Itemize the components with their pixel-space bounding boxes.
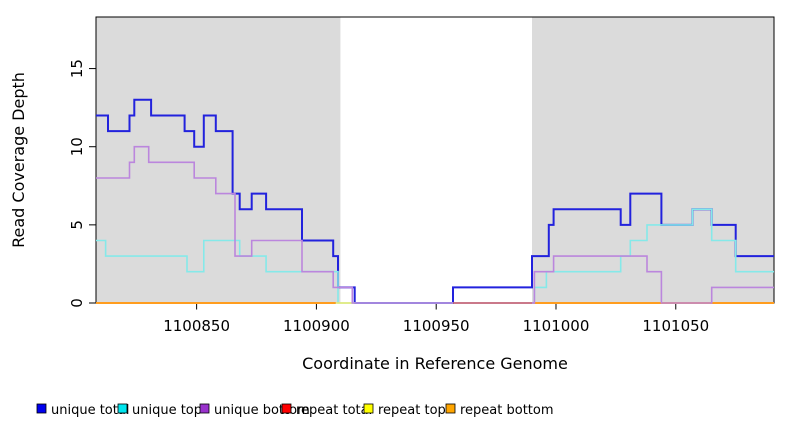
legend-item-label: repeat top [378, 403, 446, 418]
legend-item-label: repeat total [296, 403, 372, 418]
y-tick-label: 15 [68, 59, 86, 78]
legend-item: unique bottom [199, 403, 310, 418]
legend-swatch [117, 403, 128, 414]
x-tick-label: 1100950 [403, 317, 470, 335]
series-line-unique-top [96, 208, 774, 304]
legend-swatch [199, 403, 210, 414]
y-tick-label: 0 [68, 298, 86, 308]
y-tick-labels: 0 5 10 15 [68, 59, 86, 308]
legend-item: repeat top [363, 403, 446, 418]
x-axis-title: Coordinate in Reference Genome [302, 354, 568, 373]
legend-item-label: repeat bottom [460, 403, 554, 418]
legend-item-label: unique total [51, 403, 129, 418]
x-tick-label: 1101000 [523, 317, 590, 335]
x-tick-label: 1100850 [163, 317, 230, 335]
shaded-region [96, 17, 341, 303]
legend-item: repeat total [281, 403, 372, 418]
legend: unique total unique top unique bottom re… [36, 403, 554, 418]
legend-swatch [281, 403, 292, 414]
legend-item: repeat bottom [445, 403, 554, 418]
series-line-unique-bottom [96, 145, 453, 304]
legend-swatch [363, 403, 374, 414]
y-axis-title: Read Coverage Depth [9, 72, 28, 248]
series-line-unique-total [96, 98, 774, 304]
x-tick-label: 1101050 [642, 317, 709, 335]
legend-swatch [445, 403, 456, 414]
y-tick-label: 10 [68, 137, 86, 156]
x-tick-label: 1100900 [283, 317, 350, 335]
legend-item-label: unique top [132, 403, 202, 418]
shaded-region [532, 17, 774, 303]
legend-swatch [36, 403, 47, 414]
legend-item: unique total [36, 403, 129, 418]
series-line-unique-bottom [532, 255, 774, 304]
x-tick-labels: 1100850 1100900 1100950 1101000 1101050 [163, 317, 709, 335]
y-tick-label: 5 [68, 220, 86, 230]
series-layer [96, 98, 774, 304]
legend-item: unique top [117, 403, 202, 418]
panel-layer [96, 17, 774, 303]
tick-layer [89, 68, 677, 310]
